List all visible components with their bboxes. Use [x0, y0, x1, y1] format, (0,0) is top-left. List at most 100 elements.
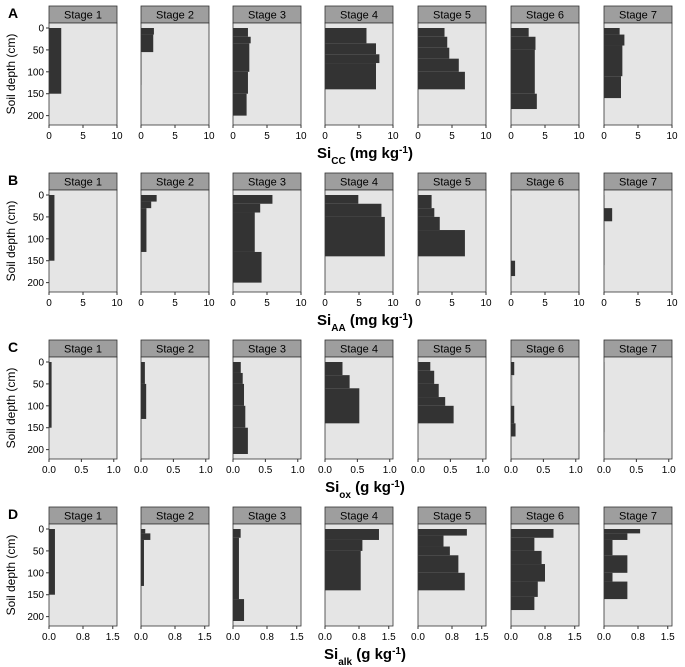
depth-bar: [511, 362, 515, 376]
depth-bar: [141, 362, 145, 384]
depth-bar: [511, 537, 535, 551]
depth-bar: [233, 28, 248, 37]
x-axis-label-superscript: -1: [391, 479, 400, 490]
panel-background: [510, 356, 580, 460]
x-tick-label: 1.0: [291, 465, 305, 476]
x-tick-label: 10: [387, 298, 399, 309]
x-tick-label: 0: [46, 298, 52, 309]
x-tick-label: 1.5: [382, 632, 396, 643]
panel-background: [140, 22, 210, 126]
x-tick-label: 0: [415, 298, 421, 309]
depth-bar: [511, 581, 538, 597]
x-axis-label-part: Si: [325, 479, 339, 496]
x-tick-label: 0.8: [260, 632, 274, 643]
x-axis-label-part: (mg kg: [346, 312, 399, 329]
facet-strip-label: Stage 6: [526, 177, 564, 189]
x-tick-label: 5: [80, 298, 86, 309]
depth-bar: [418, 36, 448, 48]
depth-bar: [418, 47, 450, 59]
x-tick-label: 0: [230, 298, 236, 309]
depth-bar: [418, 529, 467, 536]
facet-strip-label: Stage 5: [433, 177, 471, 189]
x-axis-label: Siox (g kg-1): [325, 479, 405, 501]
depth-bar: [325, 539, 363, 551]
x-tick-label: 0.0: [411, 632, 425, 643]
panel-background: [603, 523, 673, 627]
facet-strip-label: Stage 2: [156, 511, 194, 523]
x-tick-label: 5: [172, 298, 178, 309]
facet-strip-label: Stage 6: [526, 511, 564, 523]
x-tick-label: 10: [666, 131, 678, 142]
facet-strip-label: Stage 2: [156, 344, 194, 356]
y-axis-label: Soil depth (cm): [4, 368, 18, 449]
facet-strip-label: Stage 7: [619, 511, 657, 523]
depth-bar: [604, 28, 620, 35]
facet-strip-label: Stage 4: [340, 177, 378, 189]
x-axis-label: SiAA (mg kg-1): [317, 312, 413, 334]
panel-letter: B: [8, 172, 18, 188]
panel-background: [603, 189, 673, 293]
x-tick-label: 5: [356, 131, 362, 142]
depth-bar: [233, 383, 245, 406]
y-axis-label: Soil depth (cm): [4, 201, 18, 282]
depth-bar: [511, 195, 512, 261]
depth-bar: [418, 216, 440, 231]
depth-bar: [49, 362, 52, 428]
depth-bar: [604, 555, 628, 573]
depth-bar: [604, 208, 613, 222]
facet-strip-label: Stage 3: [248, 511, 286, 523]
y-tick-label: 100: [27, 67, 44, 78]
x-tick-label: 0.0: [42, 632, 56, 643]
depth-bar: [418, 572, 465, 591]
facet-strip-label: Stage 1: [64, 344, 102, 356]
y-tick-label: 100: [27, 401, 44, 412]
depth-bar: [604, 533, 628, 540]
depth-bar: [604, 195, 605, 209]
x-tick-label: 1.5: [568, 632, 582, 643]
facet-strip-label: Stage 6: [526, 10, 564, 22]
depth-bar: [233, 195, 273, 204]
x-tick-label: 0.5: [350, 465, 364, 476]
depth-bar: [511, 93, 537, 110]
depth-bar: [418, 546, 450, 556]
depth-bar: [511, 49, 535, 94]
x-tick-label: 0: [322, 131, 328, 142]
x-tick-label: 10: [295, 131, 307, 142]
depth-bar: [49, 529, 55, 595]
y-tick-label: 50: [33, 546, 45, 557]
depth-bar: [418, 230, 465, 257]
x-tick-label: 0.5: [536, 465, 550, 476]
x-axis-label-superscript: -1: [392, 646, 401, 657]
depth-bar: [233, 212, 255, 252]
depth-bar: [604, 76, 621, 99]
panel-letter: A: [8, 5, 18, 21]
panel-background: [140, 523, 210, 627]
x-tick-label: 10: [573, 298, 585, 309]
panel-background: [48, 356, 118, 460]
x-tick-label: 1.0: [107, 465, 121, 476]
depth-bar: [233, 71, 248, 94]
depth-bar: [233, 43, 250, 72]
facet-strip-label: Stage 5: [433, 344, 471, 356]
x-tick-label: 5: [635, 131, 641, 142]
x-tick-label: 1.0: [569, 465, 583, 476]
depth-bar: [511, 375, 513, 406]
x-tick-label: 0.0: [226, 465, 240, 476]
x-tick-label: 1.5: [198, 632, 212, 643]
y-tick-label: 200: [27, 445, 44, 456]
facet-strip-label: Stage 4: [340, 344, 378, 356]
x-tick-label: 0.0: [504, 465, 518, 476]
depth-bar: [141, 195, 157, 202]
x-tick-label: 5: [449, 131, 455, 142]
depth-bar: [418, 405, 454, 424]
depth-bar: [325, 63, 376, 90]
panel-letter: D: [8, 506, 18, 522]
depth-bar: [418, 555, 459, 573]
facet-strip-label: Stage 1: [64, 177, 102, 189]
depth-bar: [418, 535, 444, 547]
depth-bar: [233, 93, 247, 116]
x-tick-label: 5: [172, 131, 178, 142]
x-axis-label: SiCC (mg kg-1): [317, 145, 413, 167]
depth-bar: [418, 28, 445, 37]
